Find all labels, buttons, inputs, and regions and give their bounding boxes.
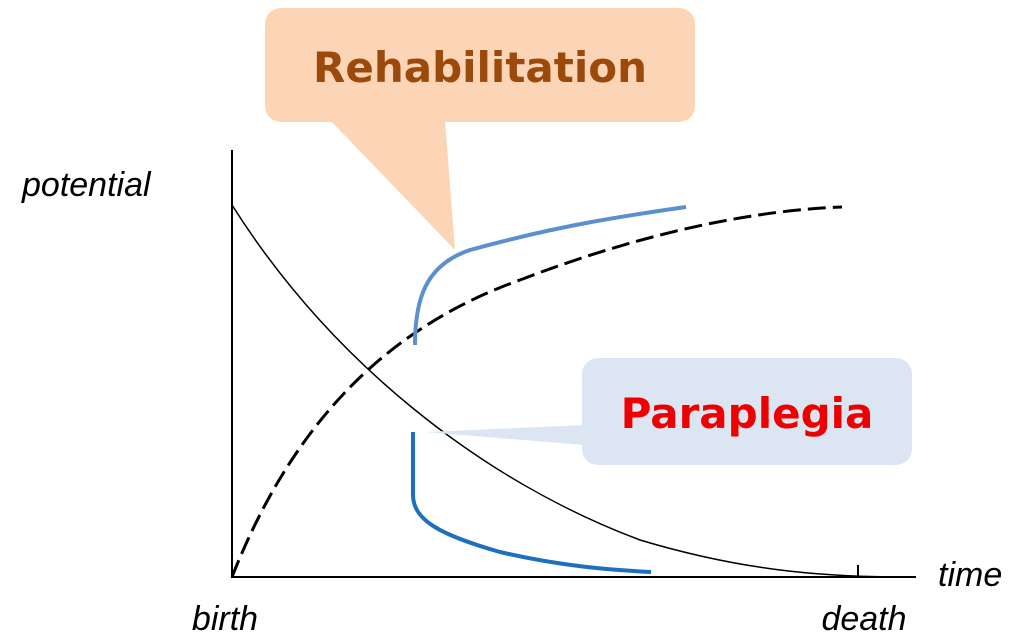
rehab-curve <box>413 205 687 346</box>
rehab-tail <box>330 120 455 250</box>
end-label: death <box>821 600 906 638</box>
rehab-text: Rehabilitation <box>313 43 647 92</box>
start-label: birth <box>192 600 258 638</box>
decay-curve <box>231 204 906 578</box>
rehab-box <box>265 8 695 122</box>
paraplegia-box <box>582 358 912 465</box>
paraplegia-curve <box>411 432 652 574</box>
x-label: time <box>938 556 1002 594</box>
y-label: potential <box>21 166 152 204</box>
paraplegia-tail <box>425 425 585 445</box>
paraplegia-text: Paraplegia <box>621 389 874 438</box>
growth-curve <box>230 205 843 578</box>
